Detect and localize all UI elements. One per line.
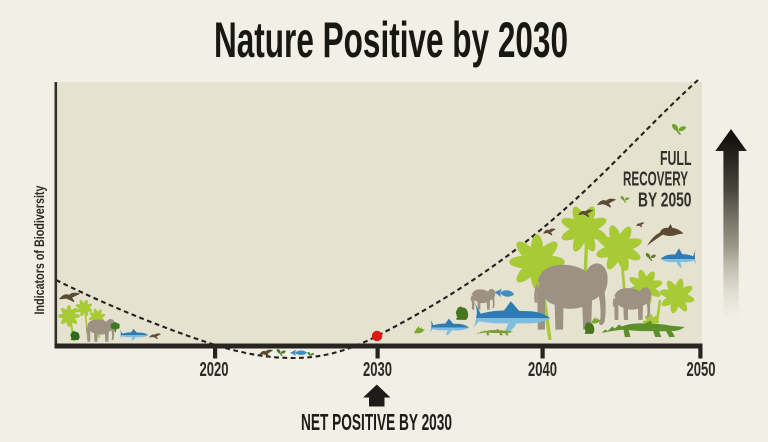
- svg-text:Indicators of Biodiversity: Indicators of Biodiversity: [31, 185, 47, 314]
- svg-text:2050: 2050: [687, 359, 716, 381]
- svg-text:2030: 2030: [363, 359, 392, 381]
- svg-text:2020: 2020: [200, 359, 229, 381]
- svg-text:2040: 2040: [528, 359, 557, 381]
- svg-text:BY 2050: BY 2050: [638, 190, 692, 212]
- svg-text:FULL: FULL: [660, 148, 692, 170]
- svg-text:RECOVERY: RECOVERY: [623, 169, 688, 191]
- svg-text:NET POSITIVE BY 2030: NET POSITIVE BY 2030: [301, 409, 452, 435]
- svg-text:Nature Positive by 2030: Nature Positive by 2030: [214, 12, 568, 68]
